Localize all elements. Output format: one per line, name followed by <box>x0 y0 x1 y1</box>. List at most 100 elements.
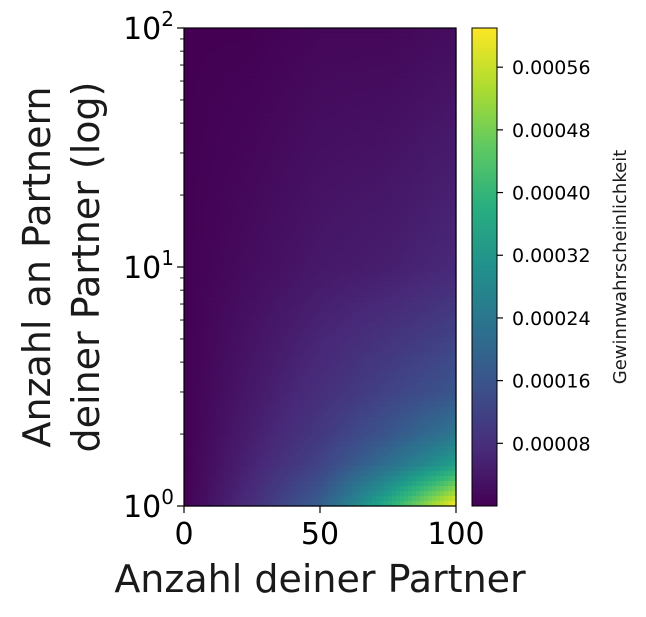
heatmap-cell <box>224 286 229 293</box>
heatmap-cell <box>300 386 305 393</box>
heatmap-cell <box>216 82 221 89</box>
heatmap-cell <box>412 291 417 298</box>
heatmap-cell <box>352 32 357 39</box>
heatmap-cell <box>400 162 405 169</box>
heatmap-cell <box>396 306 401 313</box>
heatmap-cell <box>384 62 389 69</box>
heatmap-cell <box>412 222 417 228</box>
heatmap-cell <box>204 142 209 149</box>
heatmap-cell <box>444 227 449 233</box>
heatmap-cell <box>312 157 317 164</box>
heatmap-cell <box>236 356 241 363</box>
heatmap-cell <box>284 132 289 139</box>
heatmap-cell <box>196 351 201 358</box>
heatmap-cell <box>304 87 309 94</box>
heatmap-cell <box>316 281 321 288</box>
heatmap-cell <box>348 311 353 318</box>
heatmap-cell <box>408 257 413 263</box>
heatmap-cell <box>280 267 285 273</box>
heatmap-cell <box>312 177 317 183</box>
heatmap-cell <box>424 276 429 283</box>
heatmap-cell <box>312 182 317 188</box>
heatmap-cell <box>220 207 225 213</box>
heatmap-cell <box>276 316 281 323</box>
heatmap-cell <box>212 132 217 139</box>
heatmap-cell <box>312 62 317 69</box>
heatmap-cell <box>360 217 365 223</box>
heatmap-cell <box>236 182 241 188</box>
heatmap-cell <box>300 341 305 348</box>
heatmap-cell <box>380 37 385 44</box>
heatmap-cell <box>356 217 361 223</box>
heatmap-cell <box>380 137 385 144</box>
heatmap-cell <box>392 222 397 228</box>
heatmap-cell <box>300 376 305 383</box>
heatmap-cell <box>448 112 453 119</box>
heatmap-cell <box>184 72 189 79</box>
heatmap-cell <box>428 336 433 343</box>
heatmap-cell <box>288 77 293 84</box>
heatmap-cell <box>312 257 317 263</box>
heatmap-cell <box>412 237 417 243</box>
heatmap-cell <box>248 102 253 109</box>
heatmap-cell <box>328 92 333 99</box>
heatmap-cell <box>448 376 453 383</box>
heatmap-cell <box>240 28 245 34</box>
heatmap-cell <box>240 326 245 333</box>
heatmap-cell <box>292 252 297 258</box>
heatmap-cell <box>248 247 253 253</box>
heatmap-cell <box>432 107 437 114</box>
heatmap-cell <box>392 42 397 49</box>
heatmap-cell <box>356 192 361 198</box>
heatmap-cell <box>304 192 309 198</box>
heatmap-cell <box>184 281 189 288</box>
heatmap-cell <box>196 142 201 149</box>
heatmap-cell <box>268 102 273 109</box>
heatmap-cell <box>404 162 409 169</box>
heatmap-cell <box>204 122 209 129</box>
heatmap-cell <box>432 92 437 99</box>
heatmap-cell <box>212 257 217 263</box>
heatmap-cell <box>260 227 265 233</box>
heatmap-cell <box>368 132 373 139</box>
heatmap-cell <box>268 316 273 323</box>
heatmap-cell <box>376 336 381 343</box>
heatmap-cell <box>324 356 329 363</box>
heatmap-cell <box>396 281 401 288</box>
heatmap-cell <box>256 47 261 54</box>
heatmap-cell <box>208 247 213 253</box>
heatmap-cell <box>308 351 313 358</box>
heatmap-cell <box>192 291 197 298</box>
heatmap-cell <box>288 291 293 298</box>
heatmap-cell <box>300 182 305 188</box>
heatmap-cell <box>396 117 401 124</box>
heatmap-cell <box>440 157 445 164</box>
heatmap-cell <box>256 237 261 243</box>
heatmap-cell <box>420 366 425 373</box>
heatmap-cell <box>236 296 241 303</box>
heatmap-cell <box>388 276 393 283</box>
heatmap-cell <box>444 122 449 129</box>
heatmap-cell <box>248 381 253 388</box>
heatmap-cell <box>380 366 385 373</box>
heatmap-cell <box>216 232 221 238</box>
heatmap-cell <box>400 28 405 34</box>
heatmap-cell <box>256 137 261 144</box>
heatmap-cell <box>336 97 341 104</box>
heatmap-cell <box>416 301 421 308</box>
heatmap-cell <box>208 77 213 84</box>
heatmap-cell <box>404 316 409 323</box>
heatmap-cell <box>452 252 457 258</box>
heatmap-cell <box>436 152 441 159</box>
heatmap-cell <box>316 132 321 139</box>
heatmap-cell <box>424 381 429 388</box>
heatmap-cell <box>284 182 289 188</box>
heatmap-cell <box>256 326 261 333</box>
heatmap-cell <box>416 222 421 228</box>
heatmap-cell <box>376 227 381 233</box>
heatmap-cell <box>248 62 253 69</box>
heatmap-cell <box>184 306 189 313</box>
heatmap-cell <box>196 157 201 164</box>
heatmap-cell <box>364 376 369 383</box>
heatmap-cell <box>192 152 197 159</box>
